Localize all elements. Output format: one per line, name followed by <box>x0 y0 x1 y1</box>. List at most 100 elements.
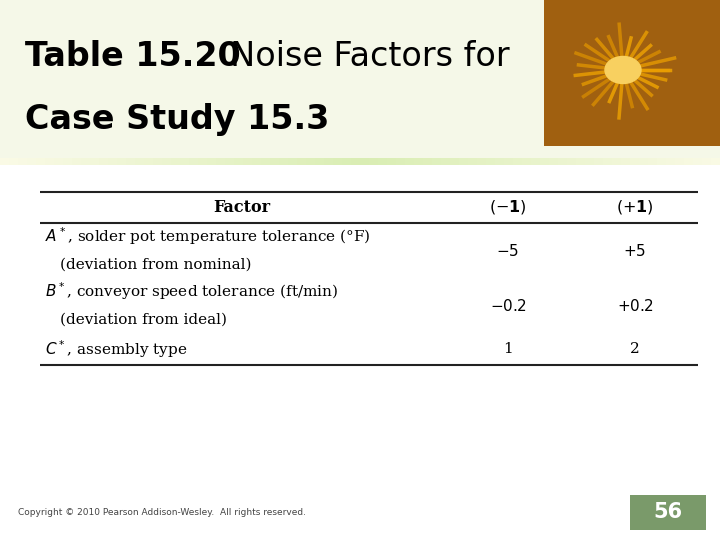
FancyBboxPatch shape <box>432 158 441 165</box>
Text: $(+\mathbf{1})$: $(+\mathbf{1})$ <box>616 198 654 217</box>
Circle shape <box>605 57 641 84</box>
FancyBboxPatch shape <box>459 158 469 165</box>
Text: 1: 1 <box>503 342 513 356</box>
FancyBboxPatch shape <box>198 158 208 165</box>
FancyBboxPatch shape <box>702 158 711 165</box>
FancyBboxPatch shape <box>468 158 478 165</box>
Text: Noise Factors for: Noise Factors for <box>209 40 510 73</box>
FancyBboxPatch shape <box>414 158 423 165</box>
Text: Copyright © 2010 Pearson Addison-Wesley.  All rights reserved.: Copyright © 2010 Pearson Addison-Wesley.… <box>18 508 306 517</box>
FancyBboxPatch shape <box>522 158 531 165</box>
FancyBboxPatch shape <box>369 158 379 165</box>
FancyBboxPatch shape <box>108 158 118 165</box>
FancyBboxPatch shape <box>135 158 145 165</box>
FancyBboxPatch shape <box>99 158 109 165</box>
FancyBboxPatch shape <box>0 0 720 165</box>
FancyBboxPatch shape <box>234 158 243 165</box>
FancyBboxPatch shape <box>0 158 10 165</box>
Text: $B^*$, conveyor speed tolerance (ft/min): $B^*$, conveyor speed tolerance (ft/min) <box>45 280 338 302</box>
FancyBboxPatch shape <box>270 158 280 165</box>
FancyBboxPatch shape <box>405 158 415 165</box>
FancyBboxPatch shape <box>288 158 298 165</box>
FancyBboxPatch shape <box>441 158 451 165</box>
FancyBboxPatch shape <box>666 158 676 165</box>
Text: 56: 56 <box>654 502 683 523</box>
FancyBboxPatch shape <box>513 158 523 165</box>
FancyBboxPatch shape <box>225 158 235 165</box>
FancyBboxPatch shape <box>531 158 541 165</box>
FancyBboxPatch shape <box>153 158 163 165</box>
FancyBboxPatch shape <box>63 158 73 165</box>
FancyBboxPatch shape <box>621 158 631 165</box>
Text: $-0.2$: $-0.2$ <box>490 298 526 314</box>
FancyBboxPatch shape <box>540 158 550 165</box>
FancyBboxPatch shape <box>45 158 55 165</box>
FancyBboxPatch shape <box>486 158 496 165</box>
Text: Factor: Factor <box>214 199 271 216</box>
FancyBboxPatch shape <box>216 158 226 165</box>
FancyBboxPatch shape <box>207 158 217 165</box>
FancyBboxPatch shape <box>585 158 595 165</box>
FancyBboxPatch shape <box>54 158 63 165</box>
FancyBboxPatch shape <box>675 158 685 165</box>
FancyBboxPatch shape <box>495 158 505 165</box>
FancyBboxPatch shape <box>612 158 621 165</box>
FancyBboxPatch shape <box>504 158 513 165</box>
FancyBboxPatch shape <box>423 158 433 165</box>
FancyBboxPatch shape <box>693 158 703 165</box>
Text: $+0.2$: $+0.2$ <box>616 298 653 314</box>
Text: $+5$: $+5$ <box>624 242 647 259</box>
FancyBboxPatch shape <box>126 158 135 165</box>
FancyBboxPatch shape <box>576 158 586 165</box>
FancyBboxPatch shape <box>549 158 559 165</box>
Text: Case Study 15.3: Case Study 15.3 <box>25 103 330 136</box>
FancyBboxPatch shape <box>171 158 181 165</box>
FancyBboxPatch shape <box>360 158 370 165</box>
Text: $-5$: $-5$ <box>497 242 520 259</box>
FancyBboxPatch shape <box>630 158 639 165</box>
FancyBboxPatch shape <box>36 158 46 165</box>
FancyBboxPatch shape <box>243 158 253 165</box>
Text: $C^*$, assembly type: $C^*$, assembly type <box>45 338 188 360</box>
FancyBboxPatch shape <box>558 158 568 165</box>
FancyBboxPatch shape <box>27 158 37 165</box>
FancyBboxPatch shape <box>603 158 613 165</box>
FancyBboxPatch shape <box>378 158 387 165</box>
Text: (deviation from nominal): (deviation from nominal) <box>60 258 251 272</box>
FancyBboxPatch shape <box>324 158 334 165</box>
FancyBboxPatch shape <box>396 158 406 165</box>
Text: $(-\mathbf{1})$: $(-\mathbf{1})$ <box>489 198 527 217</box>
FancyBboxPatch shape <box>544 0 720 146</box>
FancyBboxPatch shape <box>252 158 262 165</box>
FancyBboxPatch shape <box>315 158 325 165</box>
FancyBboxPatch shape <box>90 158 99 165</box>
FancyBboxPatch shape <box>477 158 487 165</box>
FancyBboxPatch shape <box>144 158 154 165</box>
FancyBboxPatch shape <box>648 158 658 165</box>
FancyBboxPatch shape <box>72 158 82 165</box>
FancyBboxPatch shape <box>18 158 28 165</box>
FancyBboxPatch shape <box>180 158 190 165</box>
FancyBboxPatch shape <box>342 158 351 165</box>
FancyBboxPatch shape <box>684 158 693 165</box>
FancyBboxPatch shape <box>162 158 172 165</box>
FancyBboxPatch shape <box>297 158 307 165</box>
FancyBboxPatch shape <box>117 158 127 165</box>
FancyBboxPatch shape <box>81 158 91 165</box>
Text: Table 15.20: Table 15.20 <box>25 40 241 73</box>
FancyBboxPatch shape <box>9 158 19 165</box>
FancyBboxPatch shape <box>261 158 271 165</box>
FancyBboxPatch shape <box>567 158 577 165</box>
FancyBboxPatch shape <box>657 158 667 165</box>
FancyBboxPatch shape <box>333 158 343 165</box>
Text: (deviation from ideal): (deviation from ideal) <box>60 313 227 327</box>
FancyBboxPatch shape <box>351 158 361 165</box>
FancyBboxPatch shape <box>639 158 649 165</box>
Text: $A^*$, solder pot temperature tolerance (°F): $A^*$, solder pot temperature tolerance … <box>45 226 371 247</box>
FancyBboxPatch shape <box>189 158 199 165</box>
FancyBboxPatch shape <box>594 158 603 165</box>
FancyBboxPatch shape <box>387 158 397 165</box>
FancyBboxPatch shape <box>306 158 316 165</box>
FancyBboxPatch shape <box>630 495 706 530</box>
FancyBboxPatch shape <box>711 158 720 165</box>
